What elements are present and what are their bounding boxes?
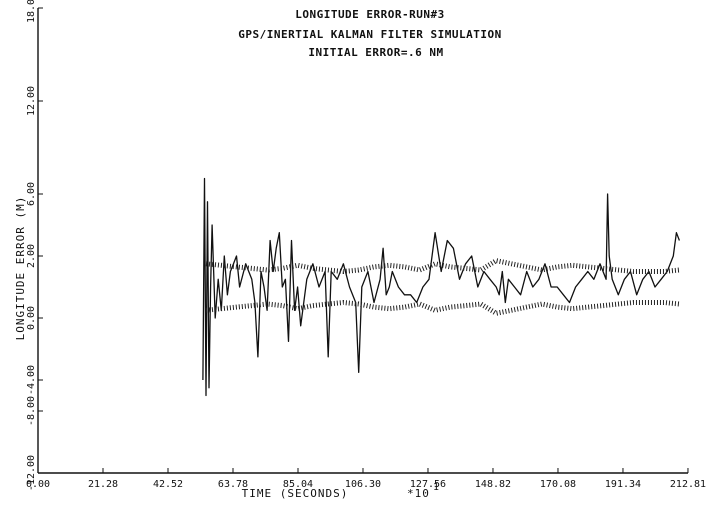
x-axis-ticks: 0.00 21.28 42.52 63.78 85.04 106.30 127.56 148.…	[26, 468, 706, 490]
x-axis-exponent: 1	[433, 482, 439, 493]
series-line-2	[205, 299, 680, 316]
y-tick-label: 2.00	[26, 244, 37, 268]
x-axis-label: TIME (SECONDS)	[242, 487, 349, 500]
x-tick-label: 63.78	[218, 479, 248, 490]
chart-titles: LONGITUDE ERROR-RUN#3 GPS/INERTIAL KALMA…	[238, 8, 502, 59]
y-tick-label: -4.00	[26, 365, 37, 395]
series-line-1	[205, 257, 680, 275]
chart-subtitle-2: INITIAL ERROR=.6 NM	[308, 46, 443, 59]
y-tick-label: -12.00	[26, 455, 37, 491]
y-tick-label: 6.00	[26, 182, 37, 206]
y-tick-label: 12.00	[26, 86, 37, 116]
y-axis-label: LONGITUDE ERROR (M)	[14, 196, 27, 341]
x-tick-label: 191.34	[605, 479, 641, 490]
y-tick-label: -8.00	[26, 396, 37, 426]
x-tick-label: 85.04	[283, 479, 313, 490]
x-tick-label: 127.56	[410, 479, 446, 490]
chart-title: LONGITUDE ERROR-RUN#3	[295, 8, 445, 21]
y-tick-label: 18.00	[26, 0, 37, 23]
x-tick-label: 21.28	[88, 479, 118, 490]
x-axis-multiplier: *10	[407, 487, 430, 500]
series-layer	[202, 177, 681, 397]
x-axis-label-group: TIME (SECONDS) *10 1	[242, 482, 439, 500]
chart-subtitle: GPS/INERTIAL KALMAN FILTER SIMULATION	[238, 28, 502, 41]
y-axis-ticks: 18.00 12.00 6.00 2.00 0.00 -4.00-8.00 -12.00	[26, 0, 43, 491]
y-tick-label: 0.00	[26, 306, 37, 330]
x-tick-label: 170.08	[540, 479, 576, 490]
x-tick-label: 148.82	[475, 479, 511, 490]
x-tick-label: 42.52	[153, 479, 183, 490]
series-line-0	[202, 177, 681, 397]
x-tick-label: 0.00	[26, 479, 50, 490]
x-tick-label: 106.30	[345, 479, 381, 490]
x-tick-label: 212.81	[670, 479, 706, 490]
